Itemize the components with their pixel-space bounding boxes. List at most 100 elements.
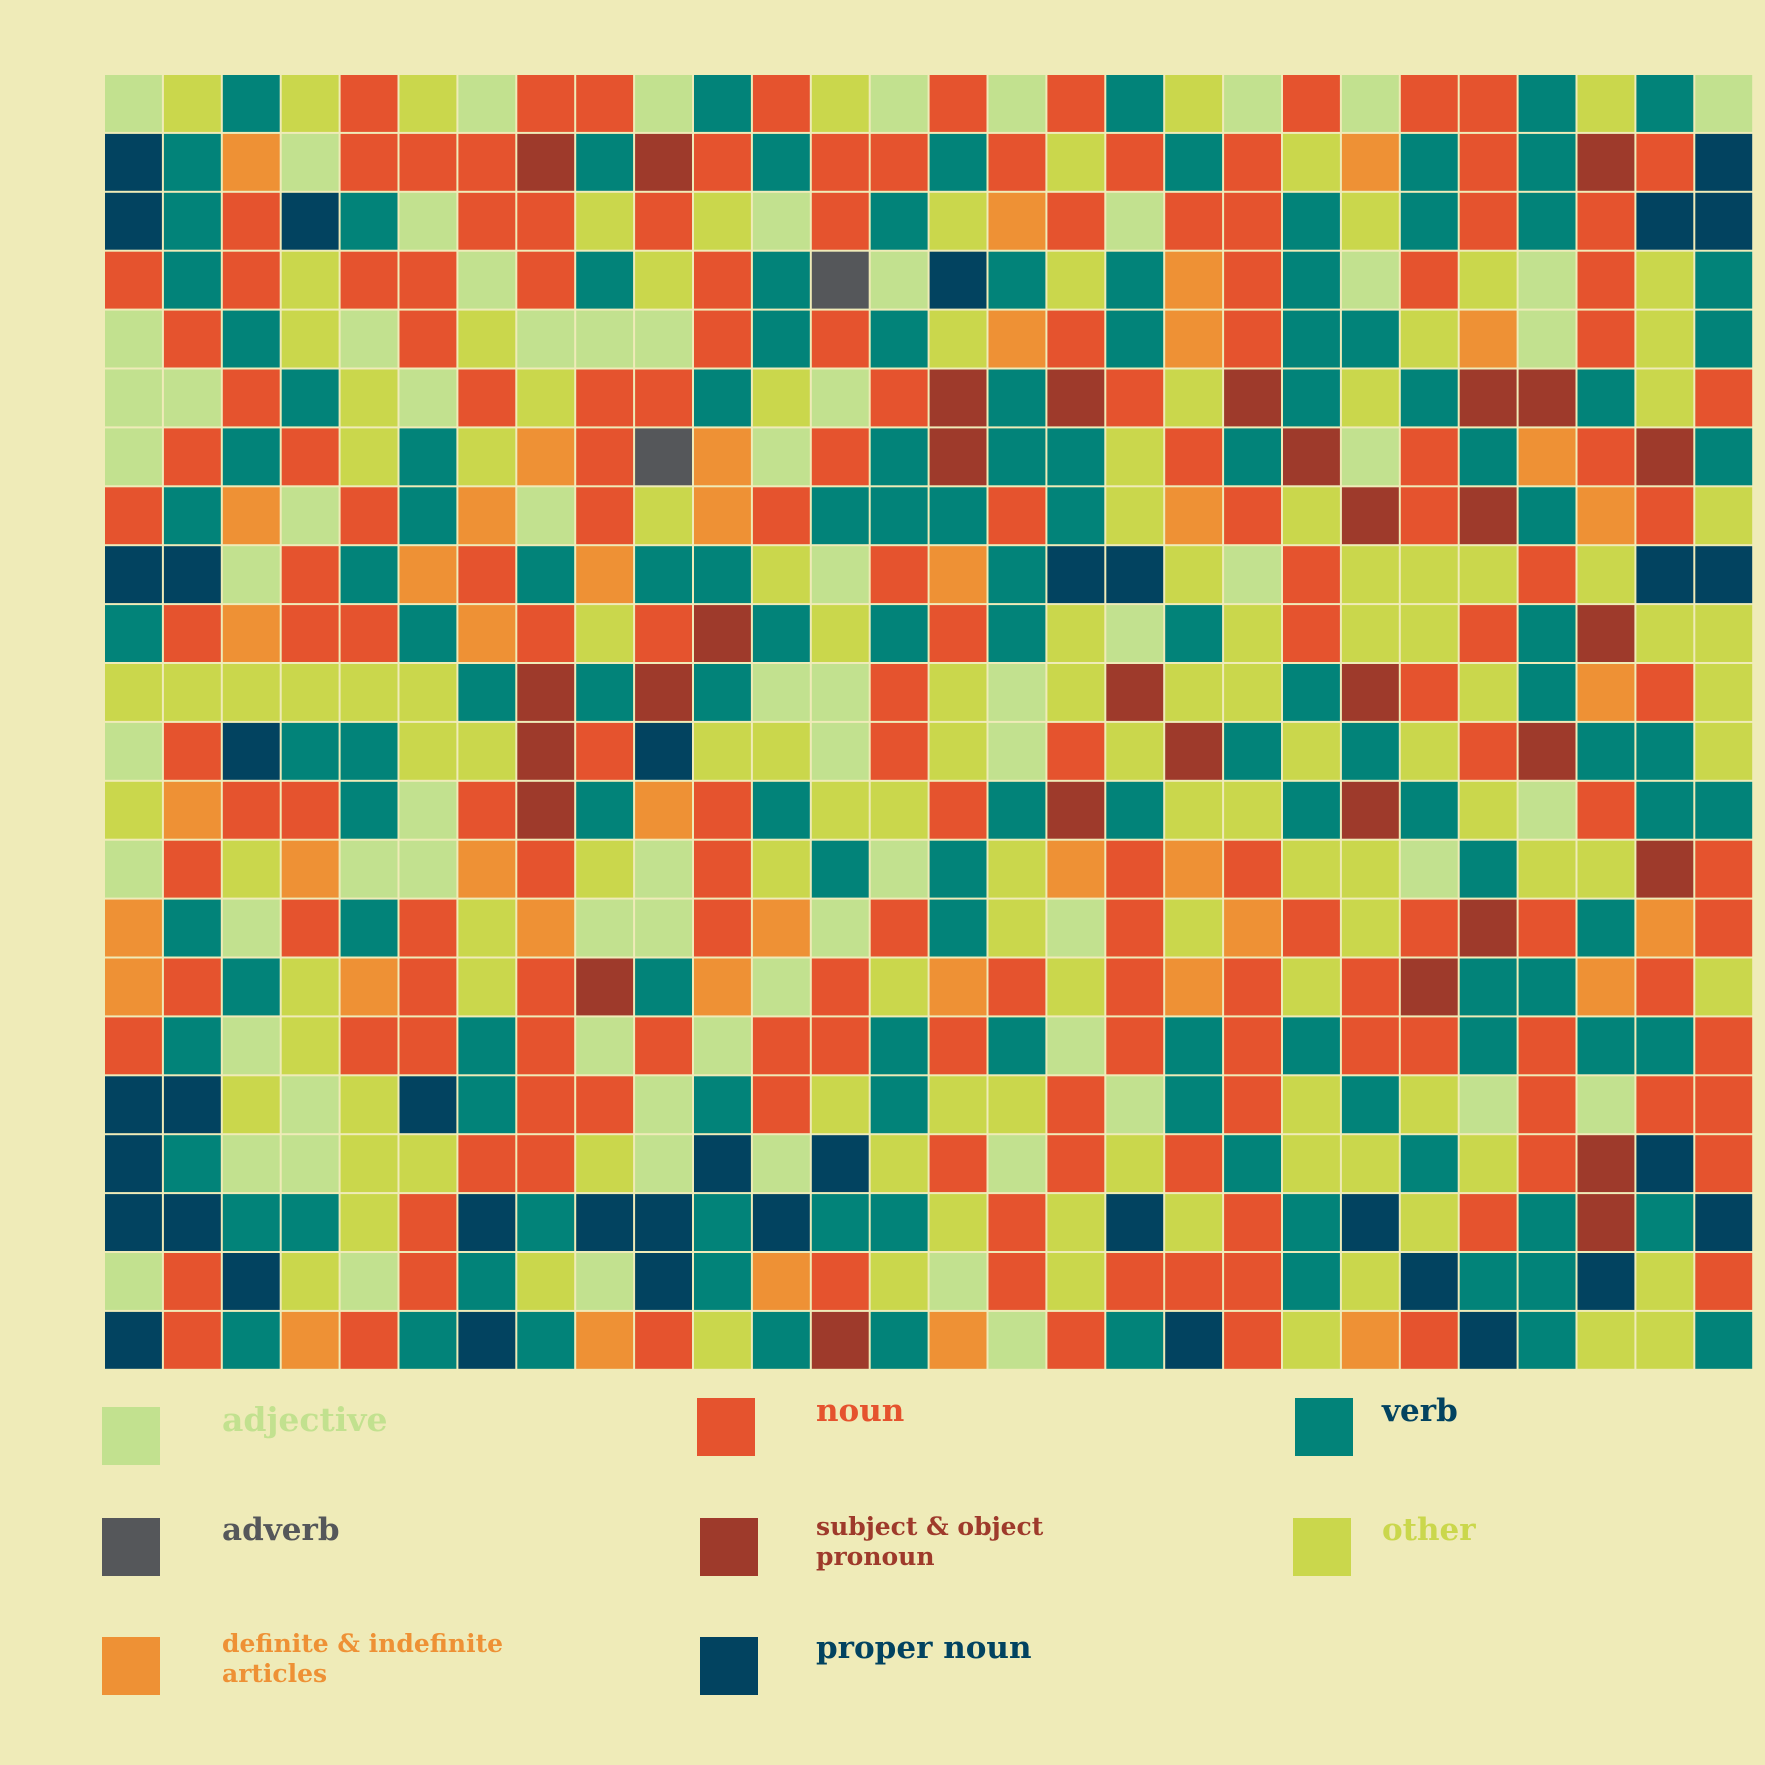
grid-cell-subject-object-pronoun [1224, 369, 1281, 427]
grid-cell-other [1341, 1135, 1399, 1193]
grid-cell-verb [694, 75, 751, 132]
grid-cell-noun [222, 369, 280, 427]
grid-cell-noun [340, 133, 398, 191]
grid-cell-verb [281, 722, 339, 780]
grid-cell-other [576, 192, 634, 250]
grid-cell-noun [281, 428, 339, 486]
grid-cell-other [458, 310, 516, 368]
grid-cell-definite-indefinite-articles [1577, 958, 1635, 1016]
grid-cell-noun [929, 75, 987, 132]
grid-cell-other [929, 1076, 987, 1134]
grid-cell-subject-object-pronoun [517, 664, 575, 721]
grid-cell-noun [811, 133, 869, 191]
grid-cell-other [281, 310, 339, 368]
grid-cell-definite-indefinite-articles [929, 546, 987, 604]
grid-cell-noun [1459, 133, 1517, 191]
grid-cell-verb [222, 428, 280, 486]
grid-cell-other [1047, 1253, 1105, 1310]
grid-cell-verb [340, 899, 398, 957]
grid-cell-definite-indefinite-articles [458, 605, 516, 662]
grid-cell-adjective [1224, 75, 1281, 132]
grid-cell-adjective [752, 664, 810, 721]
grid-cell-noun [576, 487, 634, 545]
grid-cell-verb [517, 1311, 575, 1369]
grid-cell-noun [340, 487, 398, 545]
grid-cell-other [1283, 958, 1340, 1016]
grid-cell-adjective [399, 781, 457, 839]
grid-cell-verb [163, 487, 221, 545]
grid-cell-other [1636, 605, 1694, 662]
grid-cell-noun [988, 1253, 1046, 1310]
grid-cell-proper-noun [1341, 1194, 1399, 1251]
grid-cell-noun [988, 958, 1046, 1016]
grid-cell-subject-object-pronoun [1577, 133, 1635, 191]
grid-cell-noun [163, 722, 221, 780]
grid-cell-noun [517, 1076, 575, 1134]
grid-cell-noun [517, 251, 575, 309]
grid-cell-other [752, 546, 810, 604]
grid-cell-verb [1636, 781, 1694, 839]
grid-cell-verb [988, 428, 1046, 486]
grid-cell-adjective [988, 1311, 1046, 1369]
grid-cell-definite-indefinite-articles [1577, 487, 1635, 545]
grid-cell-verb [870, 428, 928, 486]
grid-cell-definite-indefinite-articles [222, 605, 280, 662]
grid-cell-other [1165, 899, 1223, 957]
grid-cell-adjective [635, 75, 692, 132]
grid-cell-noun [1695, 899, 1753, 957]
grid-cell-definite-indefinite-articles [105, 958, 162, 1016]
grid-cell-adjective [752, 958, 810, 1016]
grid-cell-other [458, 722, 516, 780]
grid-cell-other [340, 1076, 398, 1134]
grid-cell-noun [1400, 1311, 1458, 1369]
grid-cell-noun [1224, 310, 1281, 368]
grid-cell-verb [1224, 1135, 1281, 1193]
grid-cell-proper-noun [576, 1194, 634, 1251]
grid-cell-adjective [988, 722, 1046, 780]
grid-cell-noun [281, 605, 339, 662]
grid-cell-other [1459, 781, 1517, 839]
grid-cell-other [1341, 605, 1399, 662]
grid-cell-definite-indefinite-articles [694, 487, 751, 545]
grid-cell-verb [1518, 605, 1576, 662]
grid-cell-adjective [635, 1076, 692, 1134]
grid-cell-verb [1283, 192, 1340, 250]
grid-cell-noun [1283, 75, 1340, 132]
grid-cell-other [929, 664, 987, 721]
grid-cell-subject-object-pronoun [1341, 664, 1399, 721]
grid-cell-adjective [811, 722, 869, 780]
grid-cell-adjective [1106, 605, 1164, 662]
grid-cell-other [870, 958, 928, 1016]
grid-cell-verb [163, 192, 221, 250]
grid-cell-other [1636, 251, 1694, 309]
grid-cell-subject-object-pronoun [1636, 840, 1694, 898]
grid-cell-definite-indefinite-articles [1165, 840, 1223, 898]
grid-cell-proper-noun [1695, 546, 1753, 604]
grid-cell-noun [1047, 1135, 1105, 1193]
grid-cell-definite-indefinite-articles [752, 1253, 810, 1310]
grid-cell-noun [340, 75, 398, 132]
grid-cell-verb [1047, 428, 1105, 486]
grid-cell-proper-noun [811, 1135, 869, 1193]
grid-cell-noun [1047, 1311, 1105, 1369]
grid-cell-noun [1106, 958, 1164, 1016]
grid-cell-subject-object-pronoun [1636, 428, 1694, 486]
grid-cell-proper-noun [105, 192, 162, 250]
grid-cell-noun [105, 251, 162, 309]
grid-cell-adjective [1106, 192, 1164, 250]
grid-cell-noun [988, 1194, 1046, 1251]
grid-cell-adjective [105, 1253, 162, 1310]
grid-cell-proper-noun [163, 546, 221, 604]
grid-cell-noun [1341, 958, 1399, 1016]
grid-cell-noun [811, 428, 869, 486]
grid-cell-other [1341, 369, 1399, 427]
grid-cell-other [1459, 251, 1517, 309]
legend-swatch-proper-noun [700, 1637, 758, 1695]
grid-cell-noun [811, 1253, 869, 1310]
grid-cell-adjective [1577, 1076, 1635, 1134]
grid-cell-other [222, 664, 280, 721]
grid-cell-other [222, 840, 280, 898]
grid-cell-verb [458, 1076, 516, 1134]
grid-cell-verb [576, 781, 634, 839]
grid-cell-verb [1459, 1253, 1517, 1310]
